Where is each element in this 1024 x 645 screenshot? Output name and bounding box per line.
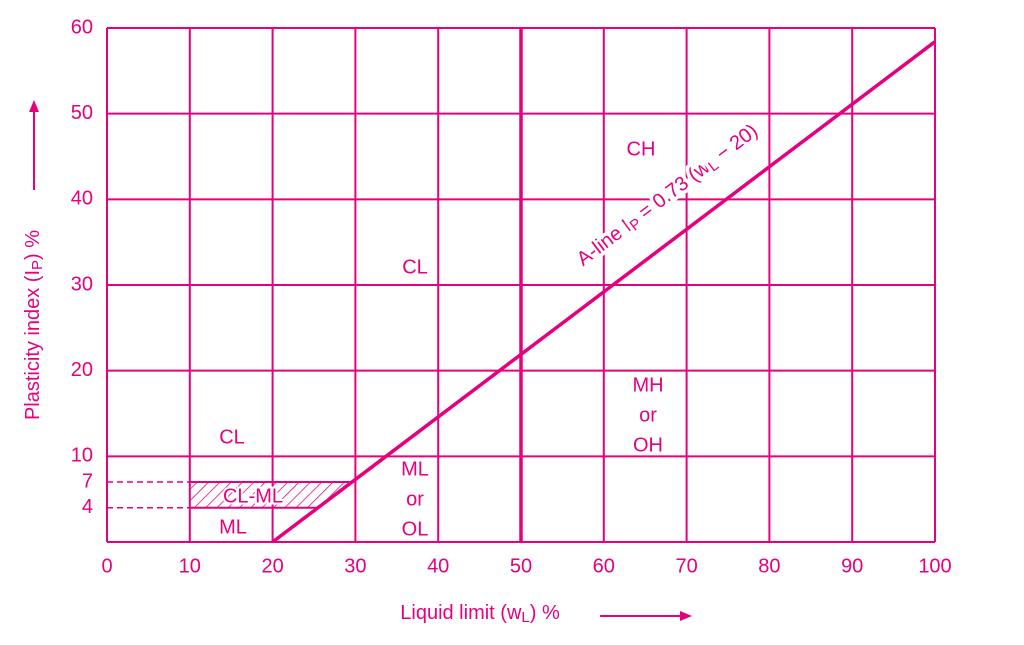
region-label: OH: [633, 434, 663, 456]
y-tick-label: 40: [71, 188, 93, 210]
region-label: CL: [219, 426, 245, 448]
y-tick-label: 7: [82, 470, 93, 492]
x-tick-label: 100: [918, 555, 951, 577]
text-part: Plasticity index (I: [22, 270, 44, 420]
region-label: CL: [402, 256, 428, 278]
y-tick-label: 30: [71, 273, 93, 295]
region-label: MH: [632, 374, 663, 396]
x-tick-label: 10: [179, 555, 201, 577]
region-label: OL: [402, 518, 429, 540]
arrowhead: [29, 100, 39, 112]
x-tick-label: 90: [841, 555, 863, 577]
x-tick-label: 40: [427, 555, 449, 577]
x-tick-label: 30: [344, 555, 366, 577]
y-tick-label: 20: [71, 359, 93, 381]
hatch-zone: [189, 482, 352, 508]
region-label: ML: [219, 516, 247, 538]
x-tick-label: 0: [101, 555, 112, 577]
x-tick-label: 50: [510, 555, 532, 577]
x-tick-label: 70: [675, 555, 697, 577]
text-part: ) %: [530, 602, 560, 624]
y-axis-label: Plasticity index (IP) %: [22, 230, 46, 420]
y-tick-label: 50: [71, 102, 93, 124]
region-label: CL-ML: [223, 485, 283, 507]
region-label: or: [639, 404, 657, 426]
subscript: P: [29, 260, 46, 270]
y-tick-label: 4: [82, 496, 93, 518]
region-label: CH: [627, 138, 656, 160]
arrowhead: [680, 611, 692, 621]
text-part: − 20): [708, 120, 763, 169]
x-tick-label: 20: [261, 555, 283, 577]
x-tick-label: 80: [758, 555, 780, 577]
a-line-label: A-line IP = 0.73 (wL − 20): [573, 120, 764, 272]
x-axis-label: Liquid limit (wL) %: [400, 602, 560, 626]
y-tick-label: 60: [71, 16, 93, 38]
x-tick-label: 60: [593, 555, 615, 577]
region-label: or: [406, 488, 424, 510]
y-tick-label: 10: [71, 445, 93, 467]
text-part: Liquid limit (w: [400, 602, 522, 624]
text-part: ) %: [22, 230, 44, 260]
region-label: ML: [401, 458, 429, 480]
a-line: [271, 40, 937, 544]
subscript: L: [521, 609, 529, 626]
